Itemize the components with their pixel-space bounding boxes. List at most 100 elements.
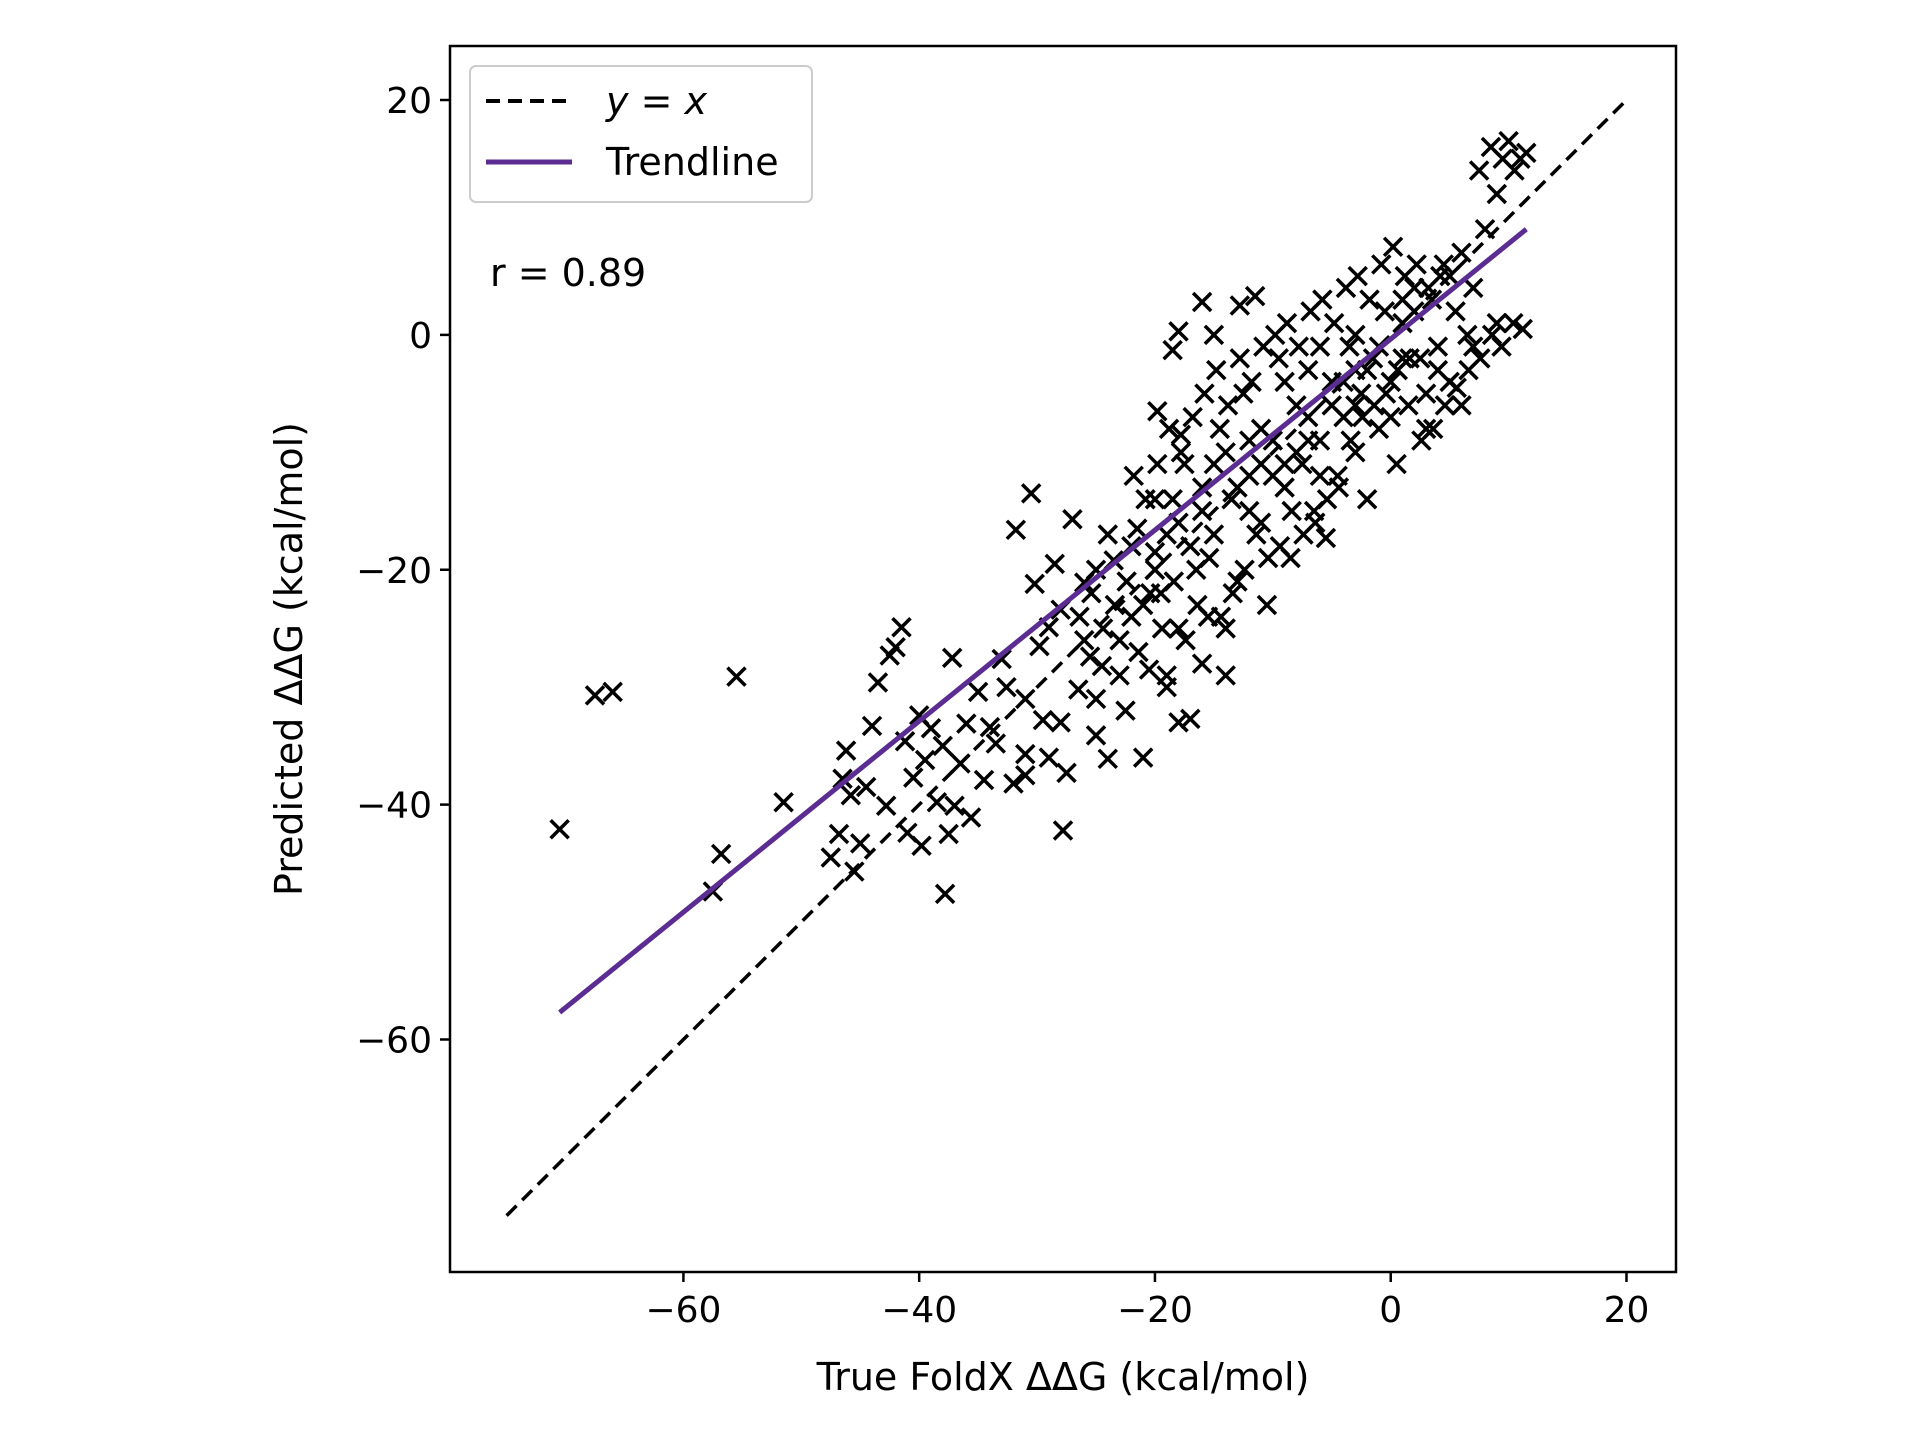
- data-point: [1387, 359, 1409, 381]
- y-tick-label: 20: [386, 81, 432, 122]
- data-point: [1250, 453, 1272, 475]
- data-point: [1227, 571, 1248, 592]
- data-point: [1347, 265, 1368, 287]
- data-point: [1222, 583, 1243, 604]
- data-point: [1292, 453, 1313, 475]
- data-point: [891, 617, 912, 638]
- data-point: [1015, 765, 1036, 786]
- data-point: [710, 843, 732, 865]
- data-point: [1268, 348, 1289, 369]
- data-point: [1380, 406, 1401, 428]
- data-point: [844, 861, 865, 882]
- data-point: [867, 672, 889, 693]
- data-point: [1187, 594, 1208, 616]
- data-point: [1091, 655, 1113, 677]
- data-point: [1116, 571, 1137, 592]
- data-point: [1147, 400, 1168, 422]
- x-tick-label: −60: [645, 1290, 721, 1331]
- data-point: [1170, 442, 1192, 463]
- data-point: [1468, 160, 1490, 181]
- data-point: [1015, 743, 1036, 765]
- data-point: [840, 784, 862, 806]
- data-point: [855, 776, 877, 798]
- data-point: [832, 768, 853, 790]
- data-point: [1463, 336, 1484, 357]
- data-point: [1015, 688, 1036, 710]
- data-point: [1451, 395, 1472, 416]
- x-axis-label: True FoldX ΔΔG (kcal/mol): [816, 1355, 1310, 1399]
- data-point: [1206, 359, 1227, 381]
- data-point: [926, 792, 948, 813]
- data-point: [773, 792, 794, 813]
- data-point: [1203, 324, 1225, 346]
- data-point: [1144, 489, 1166, 510]
- data-point: [1158, 418, 1180, 440]
- data-point: [1147, 453, 1168, 475]
- data-point: [991, 648, 1012, 670]
- data-point: [1191, 500, 1213, 522]
- trendline: [558, 227, 1528, 1015]
- data-point: [1321, 395, 1343, 416]
- axes-layer: −60 −40 −20 0 20 20 0 −20 −40 −60: [356, 81, 1649, 1331]
- data-point: [1445, 301, 1466, 322]
- data-point: [1427, 336, 1449, 357]
- data-point: [885, 637, 906, 658]
- data-point: [726, 666, 747, 687]
- data-point: [1352, 406, 1373, 428]
- data-point: [985, 733, 1007, 754]
- data-point: [1109, 629, 1130, 651]
- data-point: [1092, 618, 1114, 639]
- data-point: [1421, 289, 1443, 310]
- data-point: [1139, 583, 1161, 604]
- data-point: [1191, 653, 1213, 674]
- data-point: [584, 685, 606, 706]
- data-point: [1032, 709, 1054, 731]
- data-point: [1516, 142, 1537, 164]
- data-point: [932, 735, 953, 757]
- data-point: [1415, 418, 1437, 440]
- data-point: [1215, 618, 1236, 639]
- data-point: [1135, 489, 1156, 510]
- data-point: [1229, 295, 1251, 316]
- data-point: [1386, 453, 1407, 475]
- data-point: [1457, 324, 1478, 346]
- data-point: [1439, 265, 1460, 287]
- data-point: [1233, 383, 1254, 404]
- data-point: [1191, 291, 1213, 313]
- data-point: [1392, 289, 1413, 310]
- data-point: [1458, 359, 1479, 381]
- data-point: [1316, 489, 1338, 510]
- data-point: [1210, 606, 1232, 627]
- points-layer: [549, 130, 1537, 905]
- data-point: [1229, 348, 1251, 369]
- data-point: [1371, 254, 1392, 275]
- data-point: [1168, 712, 1189, 733]
- legend-trend-label: Trendline: [605, 140, 779, 184]
- data-point: [1097, 748, 1119, 770]
- data-point: [1198, 547, 1220, 569]
- data-point: [1085, 688, 1107, 710]
- data-point: [1050, 712, 1071, 733]
- data-point: [1097, 524, 1119, 545]
- data-point: [828, 823, 850, 845]
- data-point: [1104, 594, 1126, 616]
- data-point: [1151, 618, 1173, 639]
- y-tick-label: −20: [356, 551, 432, 592]
- data-point: [1068, 679, 1089, 700]
- data-point: [1451, 242, 1472, 263]
- data-point: [979, 716, 1001, 738]
- data-point: [914, 749, 936, 771]
- data-point: [1239, 500, 1260, 522]
- data-point: [1463, 277, 1484, 299]
- x-tick-label: −40: [881, 1290, 957, 1331]
- data-point: [1257, 547, 1279, 569]
- data-point: [1406, 254, 1427, 275]
- data-point: [602, 681, 623, 703]
- data-point: [1340, 430, 1361, 451]
- data-point: [1244, 285, 1266, 307]
- data-point: [1203, 453, 1225, 475]
- data-point: [1486, 183, 1508, 205]
- data-point: [1162, 339, 1183, 361]
- data-point: [1182, 406, 1203, 428]
